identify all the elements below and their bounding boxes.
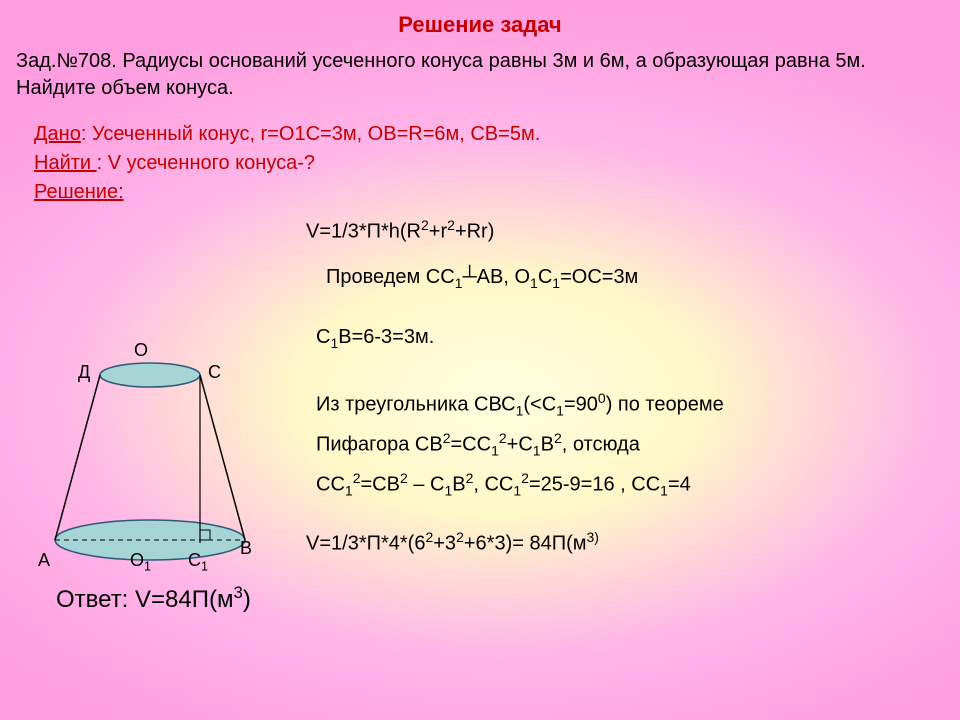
find-text: : V усеченного конуса-? — [97, 152, 315, 174]
label-D: Д — [78, 362, 90, 383]
find-label: Найти — [34, 152, 97, 174]
step-1: Проведем СС1┴АВ, О1С1=ОС=3м — [326, 258, 944, 297]
line-pythagoras: Пифагора СВ2=СС12+С1В2, отсюда — [316, 425, 944, 465]
label-O1: О1 — [130, 550, 151, 574]
label-A: А — [38, 550, 50, 571]
final-calc: V=1/3*П*4*(62+32+6*3)= 84П(м3) — [306, 529, 944, 556]
frustum-diagram: Д О С А О1 С1 В — [30, 320, 280, 580]
label-B: В — [240, 538, 252, 559]
label-O: О — [134, 340, 148, 361]
slide-title: Решение задач — [16, 12, 944, 38]
line-triangle: Из треугольника СВС1(<С1=900) по теореме — [316, 385, 944, 425]
answer: Ответ: V=84П(м3) — [56, 583, 944, 614]
pythagoras-block: Из треугольника СВС1(<С1=900) по теореме… — [316, 385, 944, 505]
label-C1: С1 — [188, 550, 208, 574]
label-C: С — [208, 362, 221, 383]
step-2: С1В=6-3=3м. — [316, 318, 944, 357]
problem-statement: Зад.№708. Радиусы оснований усеченного к… — [16, 48, 944, 102]
volume-formula: V=1/3*П*h(R2+r2+Rr) — [306, 217, 944, 244]
solution-label: Решение: — [34, 181, 124, 203]
given-label: Дано — [34, 123, 81, 145]
given-text: : Усеченный конус, r=О1С=3м, ОВ=R=6м, СВ… — [81, 123, 540, 145]
line-cc1: СС12=СВ2 – С1В2, СС12=25-9=16 , СС1=4 — [316, 465, 944, 505]
given-block: Дано: Усеченный конус, r=О1С=3м, ОВ=R=6м… — [34, 120, 944, 207]
